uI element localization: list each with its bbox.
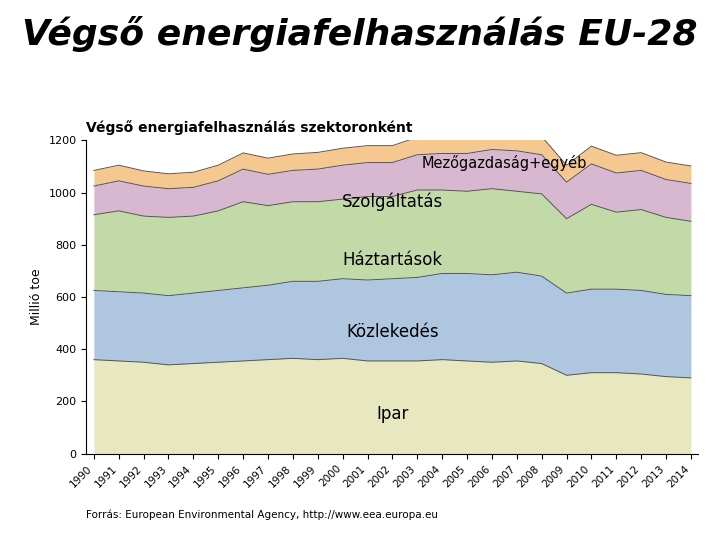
Text: Végső energiafelhasználás szektoronként: Végső energiafelhasználás szektoronként <box>86 120 413 135</box>
Text: Végső energiafelhasználás EU-28: Végső energiafelhasználás EU-28 <box>22 16 697 52</box>
Text: Forrás: European Environmental Agency, http://www.eea.europa.eu: Forrás: European Environmental Agency, h… <box>86 510 438 521</box>
Text: Ipar: Ipar <box>377 406 408 423</box>
Text: Háztartások: Háztartások <box>342 252 443 269</box>
Text: Mezőgazdaság+egyéb: Mezőgazdaság+egyéb <box>422 154 587 171</box>
Text: Szolgáltatás: Szolgáltatás <box>342 192 443 211</box>
Text: Közlekedés: Közlekedés <box>346 323 438 341</box>
Y-axis label: Millió toe: Millió toe <box>30 269 43 325</box>
